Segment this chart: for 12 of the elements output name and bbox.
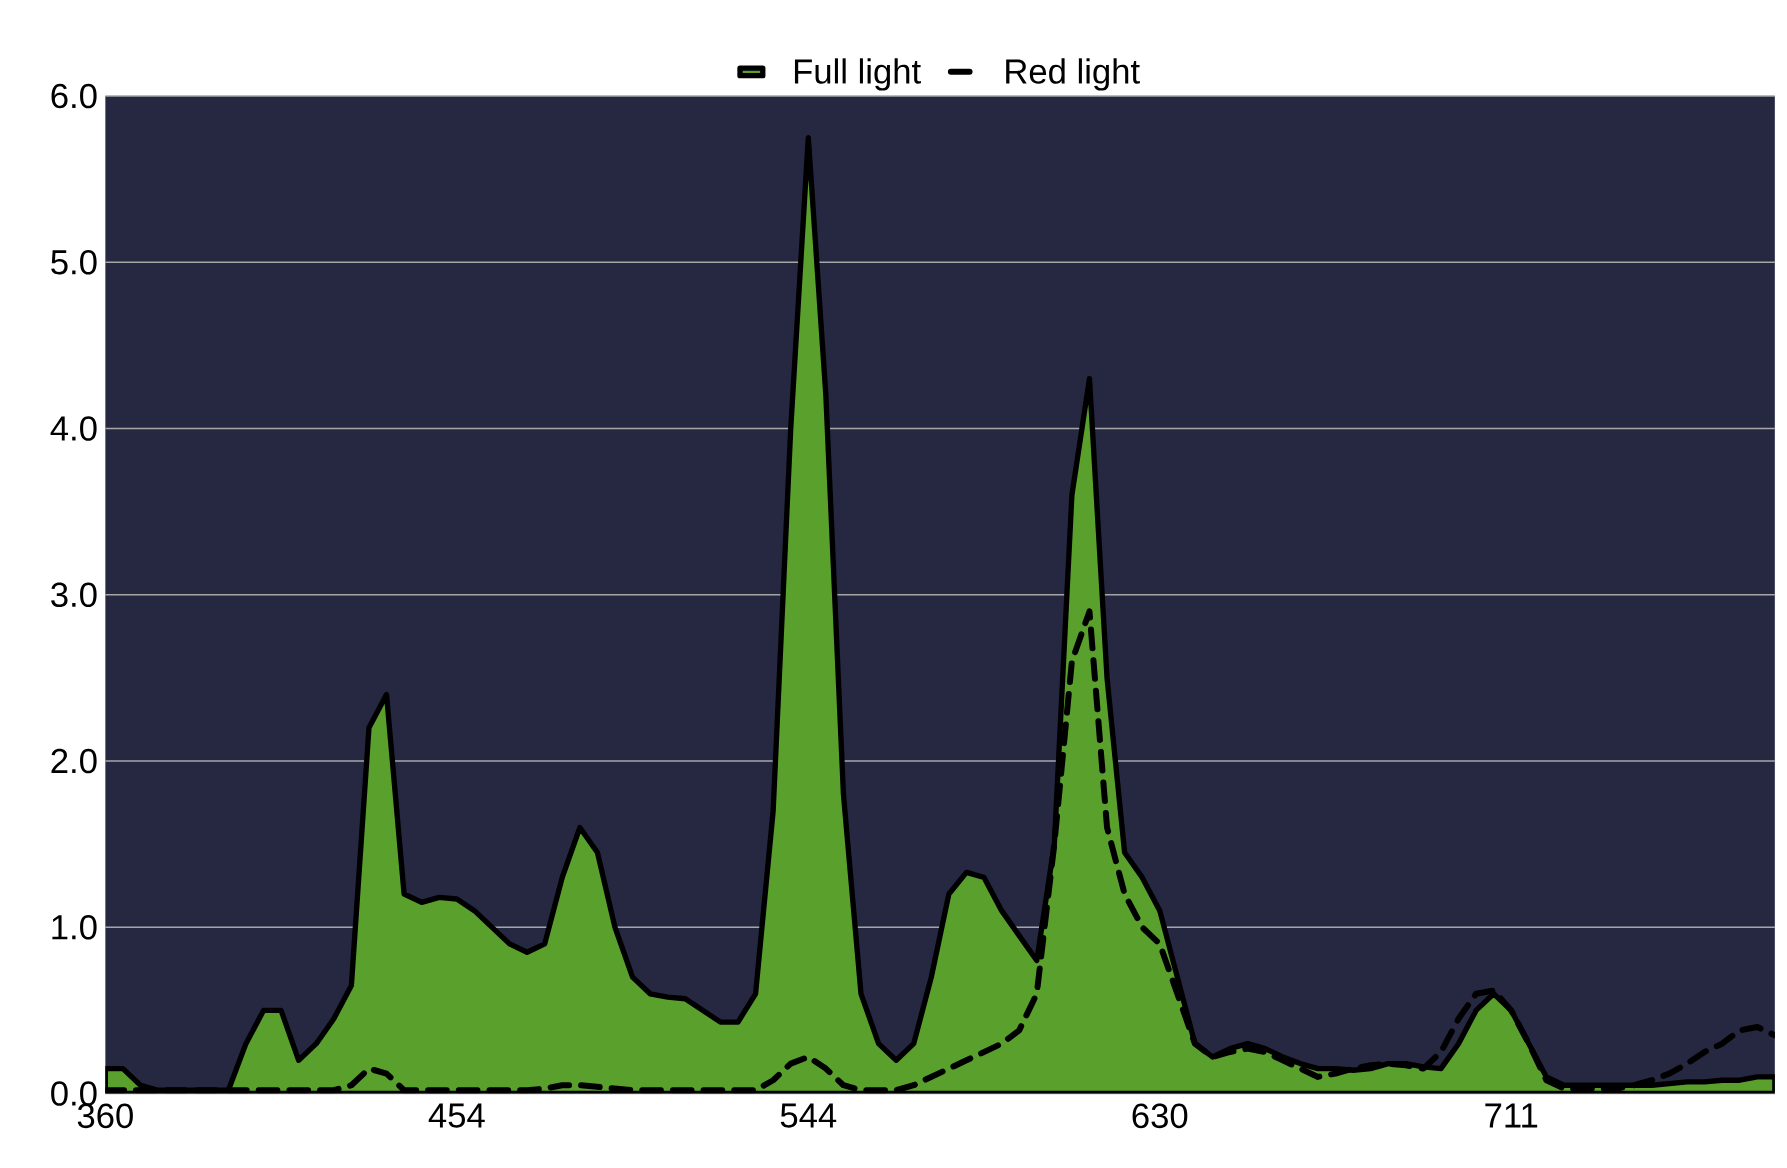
y-tick-label: 1.0 <box>52 914 97 940</box>
x-tick-label: 544 <box>780 1103 837 1128</box>
y-tick-label: 5.0 <box>51 249 97 275</box>
y-tick-label: 3.0 <box>51 582 97 607</box>
y-tick-label: 6.0 <box>51 83 97 109</box>
y-tick-label: 2.0 <box>51 748 97 774</box>
x-tick-label: 711 <box>1485 1103 1538 1128</box>
x-tick-label: 454 <box>428 1103 485 1128</box>
x-tick-label: 630 <box>1132 1103 1188 1129</box>
y-tick-label: 4.0 <box>50 416 97 441</box>
legend-label: Red light <box>1006 58 1140 91</box>
legend-label: Full light <box>794 58 921 91</box>
